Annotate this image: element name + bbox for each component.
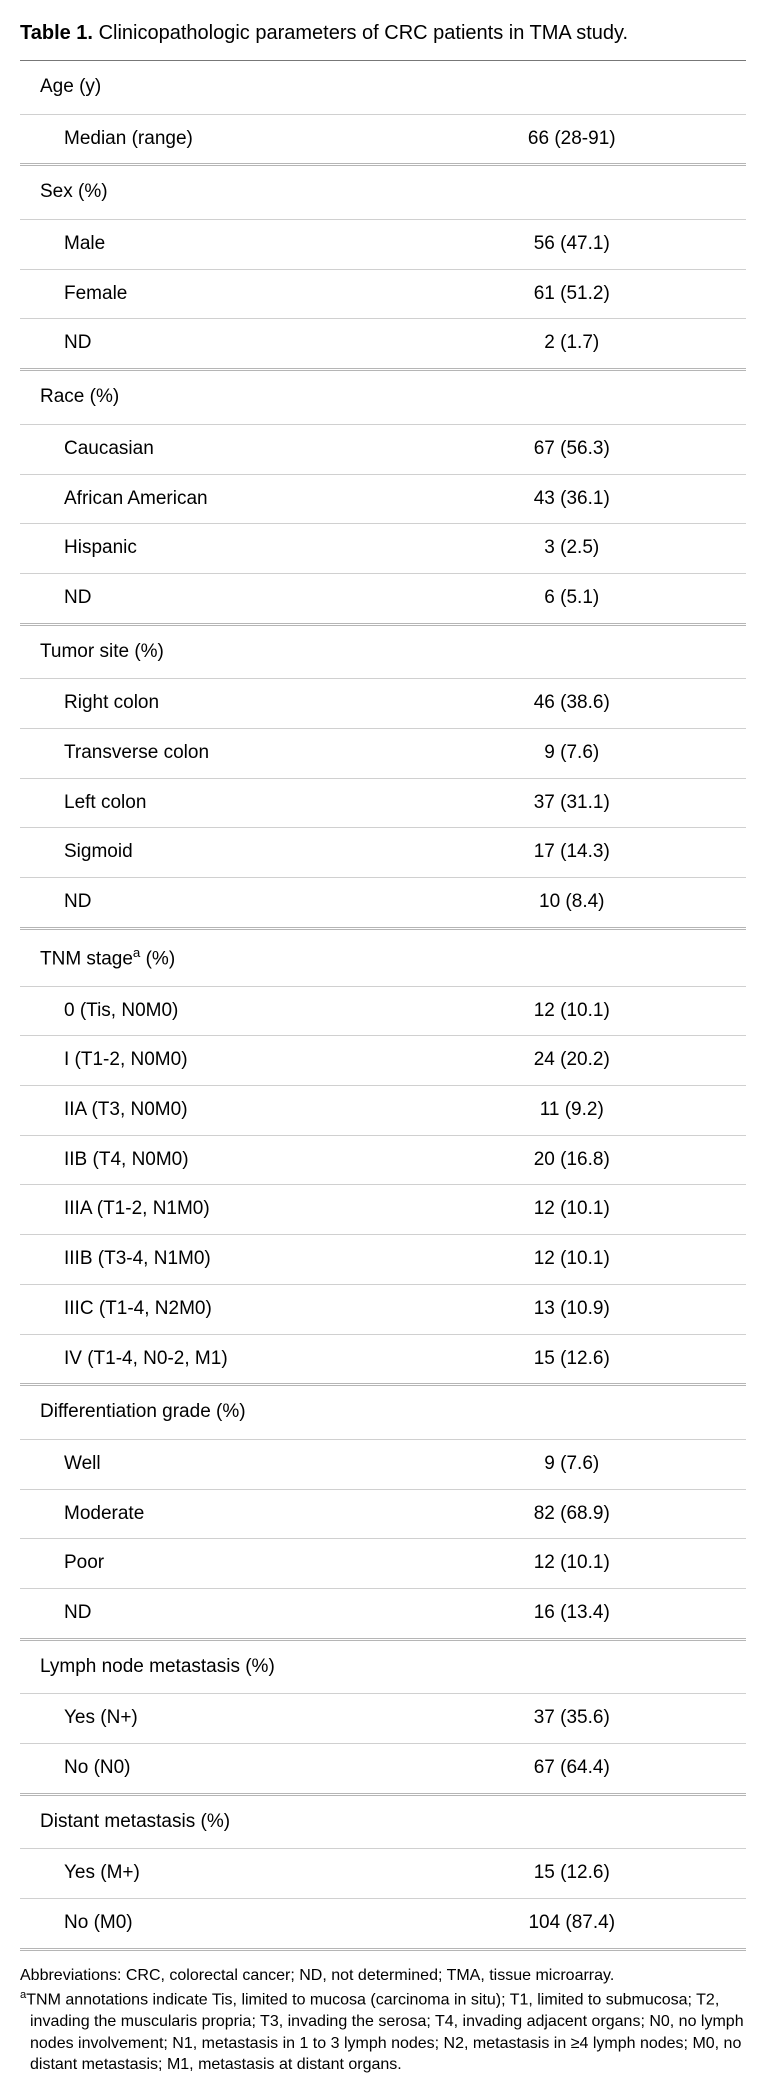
row-value: 2 (1.7) (398, 319, 746, 370)
table-caption: Table 1. Clinicopathologic parameters of… (20, 20, 746, 46)
row-value: 16 (13.4) (398, 1588, 746, 1639)
row-value: 37 (35.6) (398, 1694, 746, 1744)
row-label: Median (range) (20, 114, 398, 165)
row-label: Caucasian (20, 424, 398, 474)
row-value: 9 (7.6) (398, 1439, 746, 1489)
row-label: ND (20, 1588, 398, 1639)
row-label: IIA (T3, N0M0) (20, 1086, 398, 1136)
section-header: Lymph node metastasis (%) (20, 1639, 746, 1694)
row-label: Moderate (20, 1489, 398, 1539)
row-value: 11 (9.2) (398, 1086, 746, 1136)
footnote-a: aTNM annotations indicate Tis, limited t… (20, 1988, 746, 2076)
row-label: No (M0) (20, 1899, 398, 1950)
row-label: 0 (Tis, N0M0) (20, 986, 398, 1036)
row-value: 56 (47.1) (398, 220, 746, 270)
section-header: Age (y) (20, 61, 746, 115)
row-value: 9 (7.6) (398, 728, 746, 778)
row-value: 6 (5.1) (398, 573, 746, 624)
row-label: Well (20, 1439, 398, 1489)
clinicopath-table: Age (y)Median (range)66 (28-91)Sex (%)Ma… (20, 60, 746, 1951)
row-value: 104 (87.4) (398, 1899, 746, 1950)
row-value: 13 (10.9) (398, 1284, 746, 1334)
section-header: Distant metastasis (%) (20, 1794, 746, 1849)
row-label: Right colon (20, 679, 398, 729)
row-label: IIIB (T3-4, N1M0) (20, 1235, 398, 1285)
table-label: Table 1. (20, 22, 93, 44)
row-value: 46 (38.6) (398, 679, 746, 729)
row-label: Yes (M+) (20, 1849, 398, 1899)
section-header: TNM stagea (%) (20, 928, 746, 986)
row-value: 37 (31.1) (398, 778, 746, 828)
row-label: IV (T1-4, N0-2, M1) (20, 1334, 398, 1385)
row-label: Male (20, 220, 398, 270)
row-label: ND (20, 319, 398, 370)
row-value: 15 (12.6) (398, 1849, 746, 1899)
row-label: Hispanic (20, 524, 398, 574)
row-label: African American (20, 474, 398, 524)
row-value: 12 (10.1) (398, 986, 746, 1036)
row-label: ND (20, 573, 398, 624)
section-header: Race (%) (20, 370, 746, 425)
row-value: 17 (14.3) (398, 828, 746, 878)
row-value: 20 (16.8) (398, 1135, 746, 1185)
row-label: IIB (T4, N0M0) (20, 1135, 398, 1185)
section-header: Differentiation grade (%) (20, 1385, 746, 1440)
row-value: 15 (12.6) (398, 1334, 746, 1385)
row-label: IIIC (T1-4, N2M0) (20, 1284, 398, 1334)
row-value: 12 (10.1) (398, 1185, 746, 1235)
section-header: Tumor site (%) (20, 624, 746, 679)
row-value: 67 (56.3) (398, 424, 746, 474)
footnote-abbrev: Abbreviations: CRC, colorectal cancer; N… (20, 1965, 746, 1987)
row-value: 12 (10.1) (398, 1235, 746, 1285)
row-label: Yes (N+) (20, 1694, 398, 1744)
row-value: 61 (51.2) (398, 269, 746, 319)
row-value: 82 (68.9) (398, 1489, 746, 1539)
row-label: No (N0) (20, 1744, 398, 1795)
row-value: 3 (2.5) (398, 524, 746, 574)
row-value: 43 (36.1) (398, 474, 746, 524)
row-label: I (T1-2, N0M0) (20, 1036, 398, 1086)
row-label: ND (20, 878, 398, 929)
row-value: 66 (28-91) (398, 114, 746, 165)
table-caption-text: Clinicopathologic parameters of CRC pati… (99, 22, 629, 44)
table-1-wrapper: Table 1. Clinicopathologic parameters of… (20, 20, 746, 2076)
row-label: Transverse colon (20, 728, 398, 778)
table-footnotes: Abbreviations: CRC, colorectal cancer; N… (20, 1965, 746, 2076)
row-label: Sigmoid (20, 828, 398, 878)
footnote-a-text: TNM annotations indicate Tis, limited to… (26, 1992, 743, 2074)
row-label: Female (20, 269, 398, 319)
row-label: IIIA (T1-2, N1M0) (20, 1185, 398, 1235)
row-label: Poor (20, 1539, 398, 1589)
row-value: 24 (20.2) (398, 1036, 746, 1086)
row-value: 67 (64.4) (398, 1744, 746, 1795)
row-label: Left colon (20, 778, 398, 828)
row-value: 12 (10.1) (398, 1539, 746, 1589)
row-value: 10 (8.4) (398, 878, 746, 929)
section-header: Sex (%) (20, 165, 746, 220)
